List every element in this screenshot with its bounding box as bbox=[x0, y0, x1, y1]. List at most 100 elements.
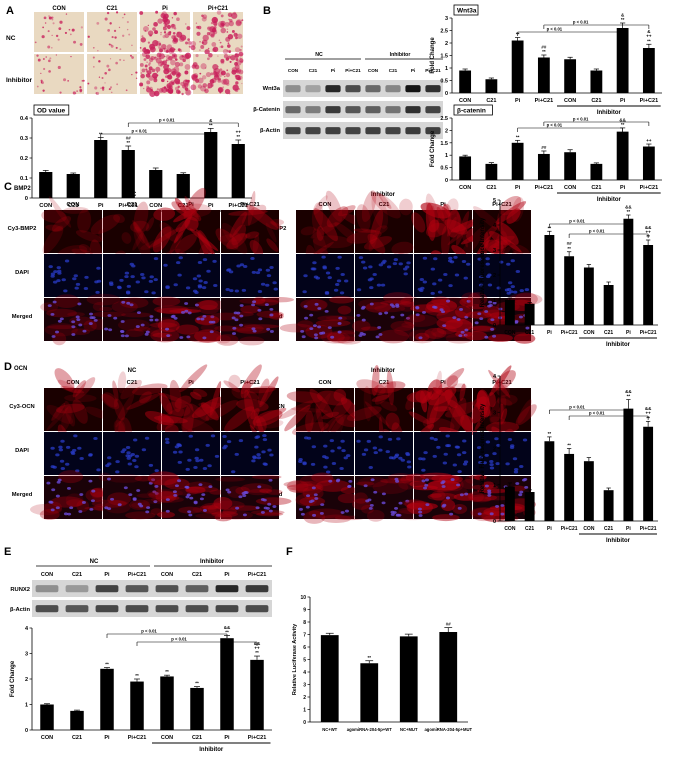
panel-c-column-header: C21 bbox=[379, 202, 390, 208]
significance-mark: ** bbox=[135, 673, 139, 678]
cy3-signal bbox=[517, 399, 532, 424]
cy3-signal bbox=[311, 472, 334, 483]
stain-dot bbox=[141, 68, 146, 73]
cy3-signal bbox=[121, 232, 132, 244]
nucleus bbox=[519, 490, 524, 494]
stain-dot bbox=[224, 88, 231, 95]
nucleus bbox=[170, 315, 175, 319]
x-tick-label: Pi bbox=[515, 185, 521, 191]
panel-letter-D: D bbox=[4, 361, 12, 373]
nucleus bbox=[433, 257, 438, 261]
bar bbox=[564, 453, 575, 521]
dapi-fluorescence-image bbox=[296, 432, 354, 475]
cy3-signal bbox=[112, 380, 119, 402]
nucleus bbox=[50, 446, 55, 450]
cy3-signal bbox=[356, 204, 371, 232]
significance-mark: ++ bbox=[646, 34, 652, 39]
nucleus bbox=[346, 454, 351, 458]
nucleus bbox=[269, 453, 274, 457]
stain-dot bbox=[122, 34, 125, 37]
nucleus bbox=[327, 276, 332, 280]
nucleus bbox=[500, 504, 505, 507]
nucleus bbox=[460, 330, 465, 334]
cy3-signal bbox=[496, 394, 518, 406]
nucleus bbox=[251, 327, 256, 331]
nucleus bbox=[153, 500, 158, 504]
blot-e-row-label: β-Actin bbox=[10, 607, 30, 613]
blot-band bbox=[285, 127, 301, 135]
nucleus bbox=[330, 449, 335, 453]
x-tick-label: CON bbox=[459, 185, 471, 191]
cy3-signal bbox=[79, 244, 91, 253]
stain-dot bbox=[93, 66, 95, 68]
nucleus bbox=[419, 289, 424, 293]
stain-dot bbox=[163, 18, 171, 25]
cy3-signal bbox=[495, 384, 510, 398]
cy3-signal bbox=[227, 486, 245, 498]
nucleus bbox=[485, 257, 490, 261]
cy3-signal bbox=[247, 489, 269, 496]
inhibitor-group-label: Inhibitor bbox=[199, 747, 224, 753]
cy3-signal bbox=[371, 394, 389, 402]
cy3-signal bbox=[166, 401, 191, 417]
dapi-fluorescence-image bbox=[296, 254, 354, 297]
cy3-signal bbox=[185, 486, 219, 493]
nucleus bbox=[241, 288, 247, 292]
nucleus bbox=[487, 489, 492, 493]
nucleus bbox=[432, 282, 437, 286]
cy3-signal bbox=[286, 480, 309, 493]
bar bbox=[537, 57, 550, 93]
cy3-signal bbox=[179, 364, 208, 393]
tile-background bbox=[355, 210, 413, 253]
cy3-signal bbox=[60, 385, 85, 394]
nucleus bbox=[57, 271, 62, 275]
cy3-signal bbox=[223, 380, 241, 393]
stain-dot bbox=[226, 69, 229, 72]
inhibitor-group-label: Inhibitor bbox=[597, 110, 622, 116]
nucleus bbox=[59, 317, 64, 321]
cy3-signal bbox=[468, 474, 488, 480]
x-tick-label: CON bbox=[504, 330, 516, 336]
stain-dot bbox=[164, 14, 169, 19]
panel-d-row-label: DAPI bbox=[15, 448, 29, 454]
cy3-signal bbox=[164, 478, 190, 490]
cy3-signal bbox=[329, 296, 354, 304]
stain-dot bbox=[184, 87, 189, 91]
y-tick-label: 2 bbox=[303, 695, 306, 701]
bar bbox=[459, 156, 472, 180]
nucleus bbox=[234, 452, 239, 456]
stain-dot bbox=[161, 43, 167, 50]
nucleus bbox=[490, 327, 495, 331]
nucleus bbox=[392, 511, 397, 514]
nucleus bbox=[333, 288, 339, 292]
stain-dot bbox=[73, 40, 77, 44]
stain-dot bbox=[128, 33, 131, 36]
cy3-signal bbox=[309, 388, 333, 418]
nucleus bbox=[64, 259, 70, 263]
significance-mark: ++ bbox=[646, 138, 652, 143]
nucleus bbox=[422, 280, 428, 284]
stain-dot bbox=[204, 67, 207, 69]
nucleus bbox=[210, 434, 216, 438]
cy3-signal bbox=[202, 505, 219, 510]
bar bbox=[40, 704, 54, 730]
cy3-signal bbox=[421, 391, 433, 404]
bar bbox=[511, 142, 524, 180]
stain-dot bbox=[145, 54, 151, 60]
stain-dot bbox=[119, 48, 122, 51]
pvalue-label: p < 0.01 bbox=[569, 219, 585, 224]
stain-dot bbox=[204, 49, 210, 55]
nucleus bbox=[421, 479, 426, 483]
nucleus bbox=[390, 315, 395, 319]
stain-dot bbox=[160, 60, 165, 66]
nucleus bbox=[310, 267, 316, 271]
significance-mark: ** bbox=[516, 134, 520, 139]
stain-dot bbox=[222, 48, 229, 55]
y-tick-label: 0.3 bbox=[20, 136, 29, 142]
cy3-signal bbox=[39, 509, 60, 520]
stain-dot bbox=[159, 48, 164, 53]
stain-dot bbox=[216, 70, 223, 78]
tile-background bbox=[296, 210, 354, 253]
